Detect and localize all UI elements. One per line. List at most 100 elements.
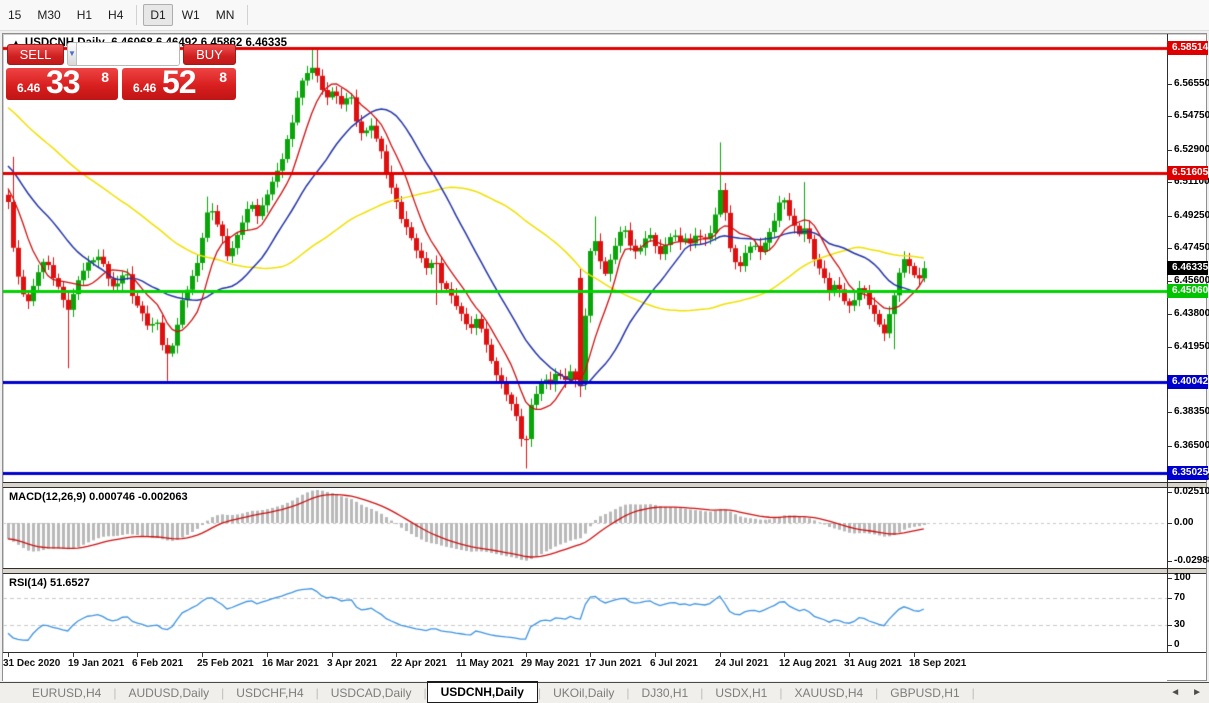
date-label: 11 May 2021 [456,658,514,669]
tab-eurusd-h4[interactable]: EURUSD,H4 [32,686,102,700]
timeframe-button-d1[interactable]: D1 [143,4,173,26]
date-tick [396,653,397,657]
date-label: 16 Mar 2021 [262,658,319,669]
timeframe-button-h1[interactable]: H1 [76,8,93,22]
buy-price-box[interactable]: 6.46 52 8 [122,64,236,100]
axis-tick [1167,314,1172,315]
tab-usdcad-daily[interactable]: USDCAD,Daily [330,686,412,700]
date-tick [784,653,785,657]
indicator-tick-label: 100 [1174,572,1191,583]
tab-scroll-right-icon[interactable]: ► [1192,687,1202,698]
date-label: 3 Apr 2021 [327,658,378,669]
tab-scroll-arrows: ◄ ► [1170,687,1202,699]
price-level-badge: 6.45060 [1167,284,1208,298]
tab-xauusd-h4[interactable]: XAUUSD,H4 [794,686,864,700]
timeframe-button-15[interactable]: 15 [8,8,22,22]
indicator-tick-label: 0 [1174,639,1180,650]
price-tick-label: 6.36500 [1174,440,1209,451]
price-tick-label: 6.52900 [1174,144,1209,155]
indicator-tick-label: 30 [1174,619,1186,630]
timeframe-button-w1[interactable]: W1 [181,8,200,22]
buy-price-small: 6.46 [133,81,157,95]
sell-button[interactable]: SELL [7,44,64,65]
price-level-badge: 6.35025 [1167,466,1208,480]
collapse-triangle-icon[interactable]: ▲ [12,38,20,47]
price-tick-label: 6.43800 [1174,308,1209,319]
date-tick [914,653,915,657]
tab-usdcnh-daily[interactable]: USDCNH,Daily [426,681,538,703]
date-label: 6 Jul 2021 [650,658,698,669]
axis-tick [1167,150,1172,151]
price-tick-label: 6.49250 [1174,210,1209,221]
indicator-tick-label: 70 [1174,592,1186,603]
volume-spinner: ▼ ▲ [67,42,180,66]
tab-audusd-daily[interactable]: AUDUSD,Daily [128,686,210,700]
volume-decrease-icon[interactable]: ▼ [68,43,77,65]
timeframe-button-h4[interactable]: H4 [108,8,124,22]
buy-price-sup: 8 [219,69,227,85]
axis-tick [1167,492,1172,493]
symbol-tab-bar: EURUSD,H4 | AUDUSD,Daily | USDCHF,H4 | USDCAD,… [0,681,1209,703]
date-tick [461,653,462,657]
axis-tick [1167,446,1172,447]
axis-tick [1167,598,1172,599]
tab-scroll-left-icon[interactable]: ◄ [1170,687,1181,698]
timeframe-button-mn[interactable]: MN [215,8,235,22]
price-tick-label: 6.47450 [1174,242,1209,253]
date-tick [267,653,268,657]
one-click-trade-panel: SELL ▼ ▲ BUY 6.46 33 8 6.46 52 8 [6,42,236,100]
tab-usdchf-h4[interactable]: USDCHF,H4 [236,686,304,700]
date-label: 17 Jun 2021 [585,658,642,669]
main-price-chart-canvas[interactable] [3,34,1167,482]
buy-button[interactable]: BUY [183,44,236,65]
tab-separator: | [423,686,427,700]
date-tick [849,653,850,657]
date-label: 24 Jul 2021 [715,658,769,669]
date-tick [590,653,591,657]
tab-ukoil-daily[interactable]: UKOil,Daily [553,686,615,700]
date-tick [8,653,9,657]
buy-price-big: 52 [162,64,197,100]
price-tick-label: 6.56550 [1174,78,1209,89]
date-label: 6 Feb 2021 [132,658,184,669]
tab-gbpusd-h1[interactable]: GBPUSD,H1 [890,686,960,700]
axis-tick [1167,281,1172,282]
pane-splitter-rsi[interactable] [3,568,1206,574]
axis-tick [1167,216,1172,217]
axis-tick [1167,523,1172,524]
date-label: 25 Feb 2021 [197,658,254,669]
tab-separator: | [221,686,225,700]
toolbar-separator [136,5,138,25]
macd-indicator-canvas[interactable] [3,488,1167,568]
volume-input[interactable] [76,43,179,65]
date-label: 18 Sep 2021 [909,658,967,669]
date-label: 12 Aug 2021 [779,658,837,669]
tab-separator: | [113,686,117,700]
price-level-badge: 6.40042 [1167,375,1208,389]
axis-tick [1167,578,1172,579]
tab-dj30-h1[interactable]: DJ30,H1 [641,686,689,700]
sell-price-box[interactable]: 6.46 33 8 [6,64,118,100]
indicator-tick-label: -0.02988 [1174,555,1209,566]
pane-splitter-macd[interactable] [3,482,1206,488]
date-tick [137,653,138,657]
tab-separator: | [626,686,630,700]
tab-usdx-h1[interactable]: USDX,H1 [715,686,768,700]
axis-tick [1167,182,1172,183]
chart-bottom-border [3,652,1206,653]
sell-price-small: 6.46 [17,81,41,95]
date-label: 31 Dec 2020 [3,658,61,669]
tab-separator: | [971,686,975,700]
rsi-indicator-canvas[interactable] [3,574,1167,652]
sell-price-big: 33 [46,64,81,100]
axis-tick [1167,347,1172,348]
price-level-badge: 6.58514 [1167,41,1208,55]
sell-price-sup: 8 [101,69,109,85]
tab-separator: | [537,686,542,700]
date-label: 19 Jan 2021 [68,658,125,669]
timeframe-button-m30[interactable]: M30 [37,8,61,22]
chart-window: ▲ USDCNH,Daily 6.46068 6.46492 6.45862 6.… [2,33,1209,681]
date-label: 31 Aug 2021 [844,658,902,669]
date-tick [655,653,656,657]
